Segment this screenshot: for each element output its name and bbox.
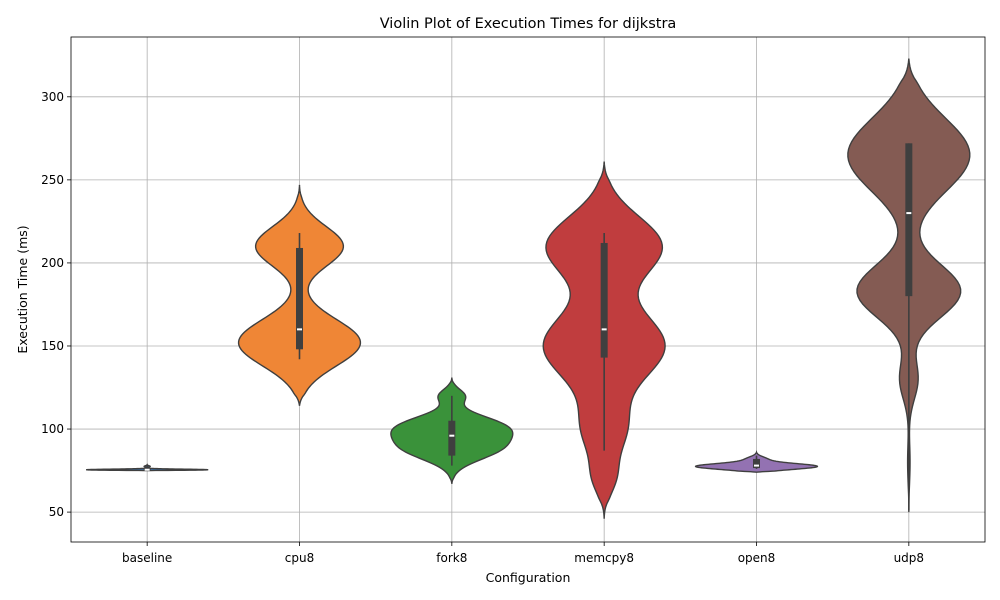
x-tick-label: memcpy8 <box>574 551 634 565</box>
x-tick-label: udp8 <box>894 551 924 565</box>
box-cpu8 <box>296 247 303 350</box>
box-open8 <box>753 458 760 469</box>
violin-layer <box>86 58 971 519</box>
y-tick-label: 250 <box>41 173 64 187</box>
tick-layer: 50 100 150 200 250 300 baseline cpu8 fork8 memcpy… <box>41 90 924 565</box>
box-layer <box>143 143 913 511</box>
chart-title: Violin Plot of Execution Times for dijks… <box>380 16 677 32</box>
y-tick-label: 200 <box>41 256 64 270</box>
grid-layer <box>71 37 985 542</box>
y-tick-label: 50 <box>49 505 64 519</box>
x-axis-label: Configuration <box>486 570 571 585</box>
box-fork8 <box>448 420 456 456</box>
x-tick-label: open8 <box>738 551 776 565</box>
box-udp8 <box>905 143 913 297</box>
plot-frame <box>70 36 986 543</box>
y-axis-label: Execution Time (ms) <box>15 225 30 353</box>
y-tick-label: 100 <box>41 422 64 436</box>
y-tick-label: 150 <box>41 339 64 353</box>
x-tick-label: baseline <box>122 551 172 565</box>
x-tick-label: cpu8 <box>285 551 314 565</box>
box-memcpy8 <box>600 242 608 358</box>
y-tick-label: 300 <box>41 90 64 104</box>
x-tick-label: fork8 <box>436 551 467 565</box>
